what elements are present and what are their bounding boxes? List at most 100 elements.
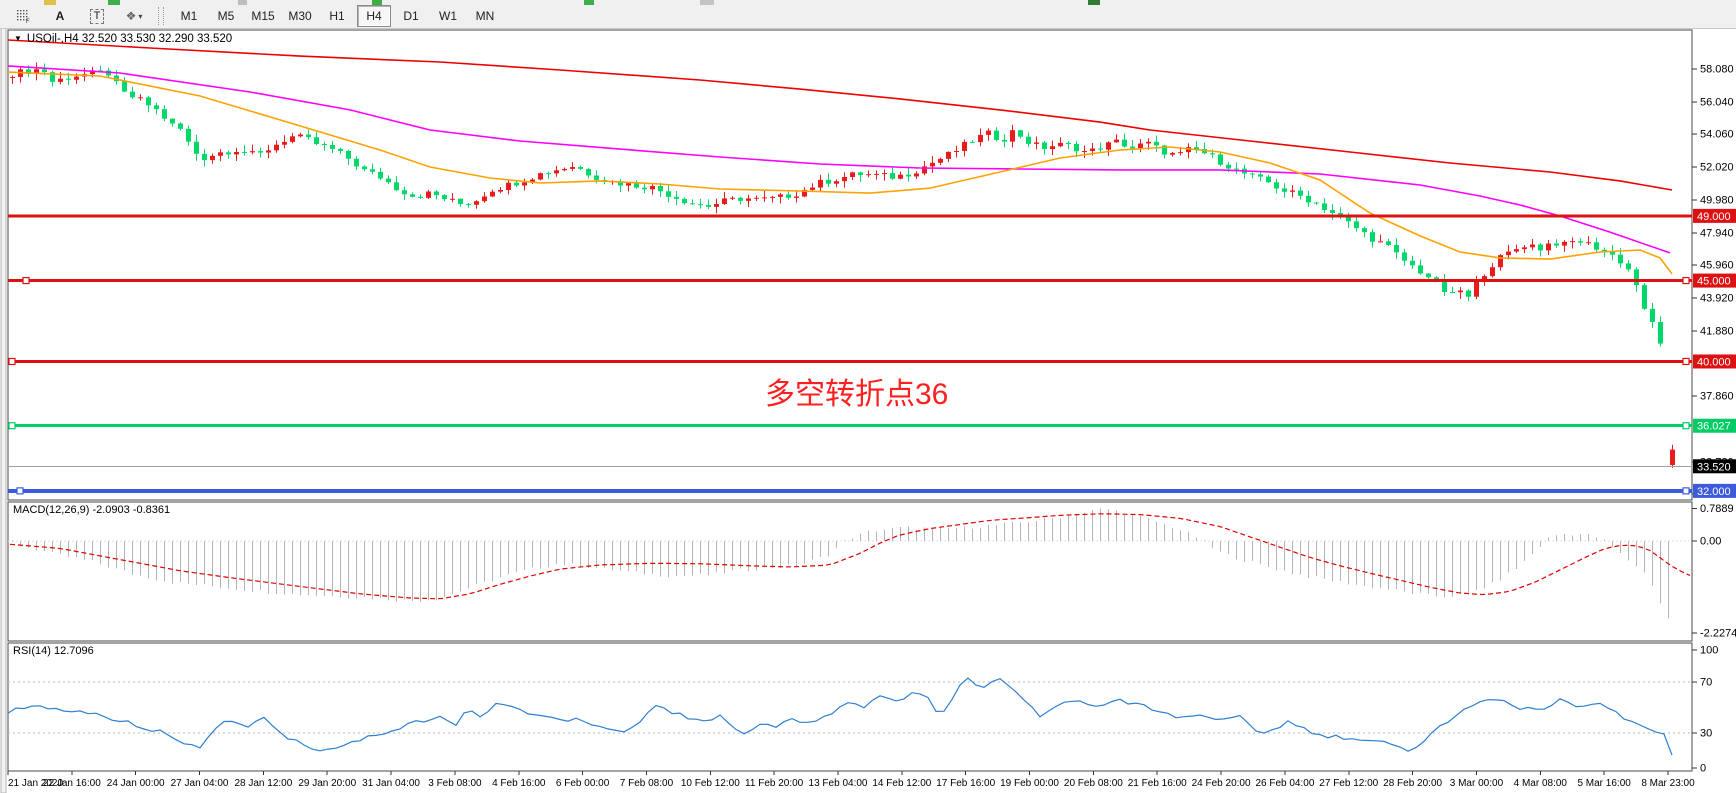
timeframe-button-m1[interactable]: M1 [180, 9, 198, 23]
time-tick-label: 28 Jan 12:00 [234, 778, 292, 789]
timeframe-button-h4[interactable]: H4 [357, 5, 391, 27]
price-tick-label: 47.940 [1700, 228, 1734, 240]
time-tick-label: 22 Jan 16:00 [43, 778, 101, 789]
grid-dots-icon: F [17, 10, 30, 23]
snap-grid-tool-button[interactable]: F [6, 5, 40, 27]
price-badge-label: 49.000 [1697, 211, 1731, 223]
toolbar-fragment [372, 0, 382, 5]
rsi-tick-label: 70 [1700, 677, 1712, 689]
timeframe-button-d1[interactable]: D1 [403, 9, 419, 23]
timeframe-button-h1[interactable]: H1 [329, 9, 345, 23]
price-badge-33.520 [1693, 459, 1736, 474]
horizontal-lines[interactable] [8, 214, 1692, 495]
time-tick-label: 17 Feb 16:00 [936, 778, 995, 789]
toolbar-separator [158, 7, 164, 25]
chart-window-background [0, 27, 1736, 793]
rsi-tick-label: 0 [1700, 763, 1706, 775]
time-tick-label: 27 Jan 04:00 [171, 778, 229, 789]
time-tick-label: 28 Feb 20:00 [1383, 778, 1442, 789]
toolbar-fragment [108, 0, 120, 5]
price-badge-49.000 [1693, 208, 1736, 223]
svg-text:F: F [26, 19, 30, 23]
hline-handle[interactable] [1682, 422, 1690, 430]
candles [10, 62, 1675, 468]
symbol-ohlc-text: USOil-,H4 32.520 33.530 32.290 33.520 [26, 33, 233, 45]
indicator-axes: 0.7889 0.00 -2.2274 100 70 30 0 [1692, 503, 1736, 775]
time-tick-label: 24 Feb 20:00 [1192, 778, 1251, 789]
rsi-panel[interactable] [7, 642, 1693, 772]
hline-handle[interactable] [16, 487, 24, 495]
price-badge-40.000 [1693, 354, 1736, 369]
dropdown-arrow-icon: ▾ [138, 11, 143, 21]
text-box-tool-button[interactable]: T [80, 5, 114, 27]
macd-panel[interactable] [7, 501, 1693, 642]
ma-mid-line [7, 65, 1671, 254]
price-badge-label: 32.000 [1697, 486, 1731, 498]
hline-handle[interactable] [22, 276, 30, 285]
last-candle [1670, 449, 1675, 465]
price-tick-label: 56.040 [1700, 96, 1734, 108]
time-tick-label: 21 Feb 16:00 [1128, 778, 1187, 789]
time-tick-label: 26 Feb 04:00 [1255, 778, 1314, 789]
price-tick-label: 54.060 [1700, 129, 1734, 141]
time-tick-label: 4 Feb 16:00 [492, 778, 546, 789]
text-label-tool-button[interactable]: A [55, 9, 65, 23]
hline-handle[interactable] [8, 357, 16, 366]
price-badge-label: 45.000 [1697, 276, 1731, 288]
price-tick-label: 45.960 [1700, 260, 1734, 272]
price-tick-label: 49.980 [1700, 195, 1734, 207]
chart-title: ▼ USOil-,H4 32.520 33.530 32.290 33.520 [14, 33, 232, 45]
time-tick-label: 3 Feb 08:00 [428, 778, 482, 789]
timeframe-button-m15[interactable]: M15 [251, 9, 275, 23]
time-tick-label: 11 Feb 20:00 [745, 778, 804, 789]
rsi-tick-label: 30 [1700, 728, 1712, 740]
timeframe-button-m5[interactable]: M5 [217, 9, 235, 23]
timeframe-buttons-group: M1 M5 M15 M30 H1 H4 D1 W1 MN [172, 5, 505, 27]
rsi-indicator-label: RSI(14) 12.7096 [13, 645, 94, 657]
price-badge-label: 36.027 [1697, 421, 1731, 433]
macd-signal-line [9, 513, 1691, 600]
rsi-plot [7, 677, 1692, 756]
price-badge-45.000 [1693, 273, 1736, 288]
time-tick-label: 24 Jan 00:00 [107, 778, 165, 789]
hline-handle[interactable] [1682, 357, 1690, 366]
main-price-panel[interactable] [7, 29, 1693, 501]
toolbar-fragment [1088, 0, 1100, 5]
timeframe-button-mn[interactable]: MN [475, 9, 495, 23]
price-tick-label: 58.080 [1700, 64, 1734, 76]
time-tick-label: 8 Mar 23:00 [1641, 778, 1695, 789]
time-tick-label: 31 Jan 04:00 [362, 778, 420, 789]
toolbar-fragment [584, 0, 594, 5]
toolbar-fragment [238, 0, 247, 5]
drawing-tools-group: F A T ❖ ▾ [6, 5, 154, 27]
price-tick-label: 52.020 [1700, 162, 1734, 174]
timeframe-button-w1[interactable]: W1 [439, 9, 457, 23]
chart-text-annotation[interactable]: 多空转折点36 [765, 378, 949, 411]
price-tick-label: 41.880 [1700, 326, 1734, 338]
hline-handle[interactable] [8, 422, 16, 430]
hline-handle[interactable] [1682, 276, 1690, 285]
macd-tick-label: -2.2274 [1700, 627, 1736, 639]
rsi-line [7, 677, 1673, 756]
clipped-toolbar-row [0, 0, 1736, 5]
macd-indicator-label: MACD(12,26,9) -2.0903 -0.8361 [13, 504, 171, 516]
ma-slow-line [7, 39, 1673, 191]
time-tick-label: 20 Feb 08:00 [1064, 778, 1123, 789]
toolbar-fragment [44, 0, 56, 5]
price-axis[interactable]: 58.080 56.040 54.060 52.020 49.980 47.940 45.9… [1692, 64, 1736, 501]
styles-tool-button[interactable]: ❖ ▾ [117, 5, 151, 27]
time-tick-label: 29 Jan 20:00 [298, 778, 356, 789]
price-badge-label: 40.000 [1697, 356, 1731, 368]
price-tick-label: 43.920 [1700, 293, 1734, 305]
chevron-down-icon[interactable]: ▼ [14, 34, 22, 43]
price-badge-32.000 [1693, 483, 1736, 498]
time-tick-label: 7 Feb 08:00 [620, 778, 674, 789]
hline-handle[interactable] [1682, 487, 1690, 495]
macd-tick-label: 0.00 [1700, 536, 1721, 548]
time-tick-label: 27 Feb 12:00 [1319, 778, 1378, 789]
timeframe-button-m30[interactable]: M30 [288, 9, 312, 23]
time-tick-label: 13 Feb 04:00 [809, 778, 868, 789]
time-tick-label: 10 Feb 12:00 [681, 778, 740, 789]
